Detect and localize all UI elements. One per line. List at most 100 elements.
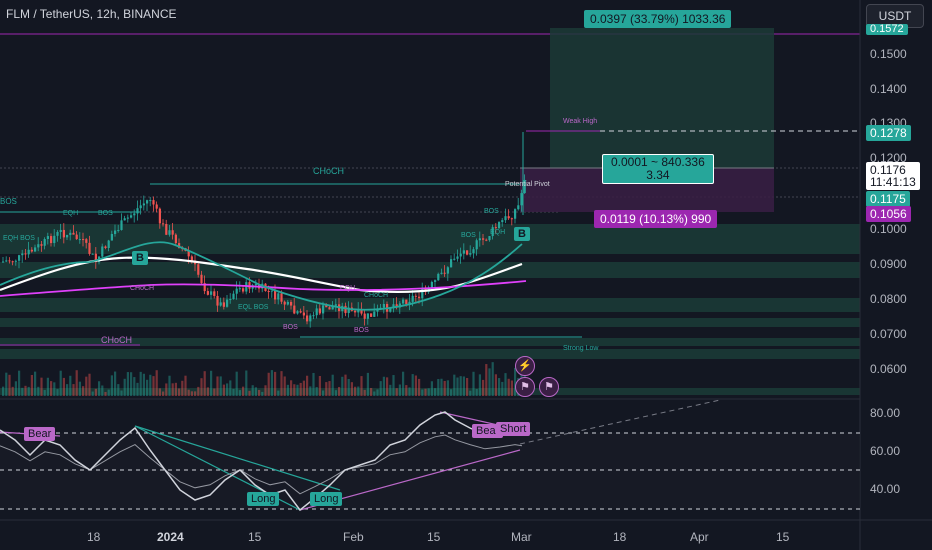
candle-body — [190, 256, 193, 261]
candle-body — [299, 311, 302, 313]
candle-body — [120, 220, 123, 230]
candle-body — [101, 246, 104, 257]
candle-body — [88, 242, 91, 254]
candle-body — [136, 208, 139, 214]
candle-body — [155, 204, 158, 209]
lightning-event-icon[interactable]: ⚡ — [515, 356, 535, 376]
candle-body — [469, 253, 472, 255]
volume-bar — [430, 381, 433, 396]
flag-event-icon[interactable]: ⚑ — [539, 377, 559, 397]
volume-bar — [245, 370, 248, 396]
volume-bar — [350, 382, 353, 396]
candle-body — [11, 261, 14, 263]
volume-bar — [478, 374, 481, 396]
volume-bar — [290, 380, 293, 396]
volume-bar — [222, 384, 225, 396]
candle-body — [152, 200, 155, 205]
bear-chip: Bear — [24, 427, 56, 441]
volume-bar — [280, 371, 283, 396]
candle-body — [373, 311, 376, 317]
candle-body — [187, 250, 190, 257]
volume-bar — [165, 383, 168, 396]
candle-body — [30, 249, 33, 252]
choch-label: CHoCH — [130, 285, 155, 292]
flag-event-icon[interactable]: ⚑ — [515, 377, 535, 397]
volume-bar — [11, 386, 14, 396]
candle-body — [104, 246, 107, 248]
volume-bar — [344, 374, 347, 396]
long-chip: Long — [310, 492, 343, 506]
volume-bar — [43, 390, 46, 396]
candle-body — [514, 209, 517, 219]
candle-body — [357, 309, 360, 313]
volume-bar — [443, 380, 446, 396]
volume-bar — [392, 375, 395, 396]
position-target-label[interactable]: 0.0397 (33.79%) 1033.36 — [584, 10, 732, 28]
volume-bar — [398, 384, 401, 396]
volume-bar — [357, 386, 360, 396]
price-tick: 0.0800 — [870, 292, 907, 306]
position-stop-label[interactable]: 0.0119 (10.13%) 990 — [594, 210, 718, 228]
volume-bar — [136, 382, 139, 396]
position-entry-label[interactable]: 0.0001 ~ 840.336 3.34 — [602, 154, 714, 184]
candle-body — [430, 281, 433, 288]
volume-bar — [126, 372, 129, 396]
short-chip: Short — [496, 422, 531, 436]
volume-bar — [66, 384, 69, 396]
volume-bar — [85, 376, 88, 396]
volume-bar — [312, 372, 315, 396]
candle-body — [290, 301, 293, 306]
volume-bar — [507, 378, 510, 396]
osc-tick: 60.00 — [870, 444, 901, 458]
volume-bar — [248, 390, 251, 396]
candle-body — [354, 310, 357, 313]
volume-bar — [114, 371, 117, 396]
candle-body — [446, 267, 449, 274]
candle-body — [453, 258, 456, 260]
time-tick: Feb — [343, 530, 364, 544]
volume-bar — [190, 391, 193, 396]
volume-bar — [75, 370, 78, 396]
candle-body — [5, 260, 8, 262]
candle-body — [277, 293, 280, 300]
candle-body — [293, 305, 296, 314]
candle-body — [462, 250, 465, 254]
volume-bar — [446, 380, 449, 396]
volume-bar — [318, 375, 321, 396]
candle-body — [219, 302, 222, 306]
candle-body — [334, 304, 337, 306]
candle-body — [411, 295, 414, 302]
candle-body — [494, 227, 497, 229]
volume-bar — [94, 388, 97, 396]
volume-bar — [197, 386, 200, 396]
volume-bar — [354, 386, 357, 396]
volume-bar — [139, 371, 142, 396]
volume-bar — [82, 386, 85, 396]
volume-bar — [229, 380, 232, 396]
weak-high-label: Weak High — [563, 118, 598, 125]
candle-body — [43, 239, 46, 246]
candle-body — [158, 208, 161, 224]
position-tool[interactable] — [520, 28, 774, 212]
candle-body — [40, 244, 43, 246]
eqh-label: EQH — [340, 285, 356, 292]
candle-body — [325, 305, 328, 308]
volume-bar — [427, 388, 430, 396]
volume-bar — [274, 371, 277, 396]
candle-body — [405, 299, 408, 305]
volume-bar — [178, 388, 181, 396]
price-tick: 0.0600 — [870, 362, 907, 376]
eqh-label: EQH — [490, 229, 506, 236]
volume-bar — [414, 375, 417, 396]
symbol-title[interactable]: FLM / TetherUS, 12h, BINANCE — [6, 7, 177, 21]
candle-body — [315, 308, 318, 316]
price-badge-ema: 0.1175 — [866, 191, 910, 207]
volume-bar — [30, 374, 33, 396]
volume-bar — [258, 389, 261, 396]
candle-body — [456, 256, 459, 259]
candle-body — [82, 239, 85, 241]
candle-body — [222, 302, 225, 307]
volume-bar — [373, 391, 376, 396]
candle-body — [286, 301, 289, 305]
